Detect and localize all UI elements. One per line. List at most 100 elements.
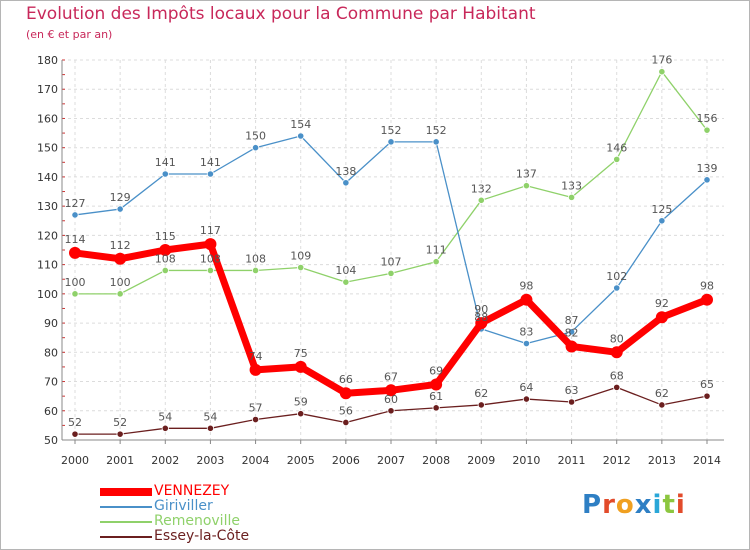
y-tick-label: 130 xyxy=(37,200,58,213)
data-point xyxy=(432,138,440,146)
series-lines xyxy=(69,68,713,438)
data-point xyxy=(206,424,215,432)
legend-item: Remenoville xyxy=(100,514,249,529)
axes: 50 60 70 80 90 100 110 120 130 140 150 160 170 180 200… xyxy=(37,54,724,467)
data-label: 67 xyxy=(384,370,398,383)
logo-letter: i xyxy=(652,490,663,520)
data-point xyxy=(432,258,440,266)
data-label: 154 xyxy=(290,118,311,131)
y-tick-label: 170 xyxy=(37,83,58,96)
data-label: 52 xyxy=(113,416,127,429)
data-label: 107 xyxy=(381,255,402,268)
data-point xyxy=(613,155,621,163)
data-label: 62 xyxy=(474,387,488,400)
data-label: 139 xyxy=(697,162,718,175)
data-label: 114 xyxy=(65,233,86,246)
data-point xyxy=(294,360,307,373)
data-point xyxy=(522,395,531,403)
data-point xyxy=(249,363,262,376)
y-tick-label: 160 xyxy=(37,112,58,125)
data-label: 108 xyxy=(245,252,266,265)
data-point xyxy=(613,383,621,391)
data-point xyxy=(432,404,440,412)
logo-letter: r xyxy=(602,490,616,520)
x-tick-label: 2000 xyxy=(61,454,89,467)
data-label: 74 xyxy=(249,350,263,363)
data-label: 104 xyxy=(335,264,356,277)
data-label: 132 xyxy=(471,182,492,195)
x-tick-label: 2006 xyxy=(332,454,360,467)
data-point xyxy=(610,346,623,359)
data-point xyxy=(703,392,711,400)
data-label: 92 xyxy=(655,297,669,310)
x-tick-label: 2009 xyxy=(467,454,495,467)
data-label: 100 xyxy=(65,276,86,289)
data-point xyxy=(477,196,485,204)
data-point xyxy=(116,205,124,213)
data-label: 117 xyxy=(200,224,221,237)
proxiti-logo: Proxiti xyxy=(582,490,686,520)
data-label: 152 xyxy=(381,124,402,137)
data-label: 80 xyxy=(610,332,624,345)
data-label: 65 xyxy=(700,378,714,391)
data-point xyxy=(161,170,169,178)
data-point xyxy=(567,398,576,406)
x-tick-label: 2010 xyxy=(512,454,540,467)
data-point xyxy=(71,211,79,219)
data-label: 82 xyxy=(565,326,579,339)
data-point xyxy=(430,378,443,391)
legend-label: Giriviller xyxy=(154,498,213,514)
y-tick-label: 90 xyxy=(44,317,58,330)
legend-label: Essey-la-Côte xyxy=(154,528,250,544)
data-label: 125 xyxy=(651,203,672,216)
chart-title: Evolution des Impôts locaux pour la Comm… xyxy=(26,4,536,24)
data-label: 54 xyxy=(203,410,217,423)
logo-letter: o xyxy=(615,490,635,520)
logo-letter: x xyxy=(634,490,653,520)
data-label: 83 xyxy=(519,326,533,339)
data-label: 69 xyxy=(429,364,443,377)
data-point xyxy=(658,68,666,76)
y-tick-label: 180 xyxy=(37,54,58,67)
data-point xyxy=(342,278,350,286)
data-point xyxy=(567,193,576,201)
data-label: 146 xyxy=(606,141,627,154)
y-tick-label: 100 xyxy=(37,288,58,301)
x-tick-label: 2008 xyxy=(422,454,450,467)
data-label: 98 xyxy=(700,280,714,293)
data-point xyxy=(297,263,305,272)
data-label: 57 xyxy=(249,402,263,415)
data-point xyxy=(613,284,621,292)
x-tick-label: 2001 xyxy=(106,454,134,467)
data-point xyxy=(116,430,124,438)
data-point xyxy=(251,144,260,152)
data-point xyxy=(385,384,397,397)
data-point xyxy=(204,238,217,251)
data-label: 156 xyxy=(697,112,718,125)
y-tick-label: 60 xyxy=(44,405,58,418)
legend-swatch xyxy=(100,487,152,496)
data-label: 88 xyxy=(474,311,488,324)
data-label: 111 xyxy=(426,244,447,257)
data-point xyxy=(251,415,260,424)
legend-swatch xyxy=(100,520,152,523)
data-point xyxy=(522,182,531,190)
data-point xyxy=(71,430,79,438)
data-label: 59 xyxy=(294,396,308,409)
y-tick-label: 150 xyxy=(37,142,58,155)
data-point xyxy=(655,311,668,324)
data-label: 129 xyxy=(110,191,131,204)
data-label: 133 xyxy=(561,179,582,192)
data-point xyxy=(251,266,260,275)
logo-letter: t xyxy=(662,490,676,520)
data-point xyxy=(658,401,666,409)
data-label: 127 xyxy=(65,197,86,210)
data-point xyxy=(475,317,488,330)
x-tick-label: 2014 xyxy=(693,454,721,467)
data-label: 176 xyxy=(651,54,672,67)
x-tick-label: 2007 xyxy=(377,454,405,467)
data-point xyxy=(658,217,666,225)
y-tick-label: 80 xyxy=(44,346,58,359)
data-label: 100 xyxy=(110,276,131,289)
data-point xyxy=(342,179,350,187)
